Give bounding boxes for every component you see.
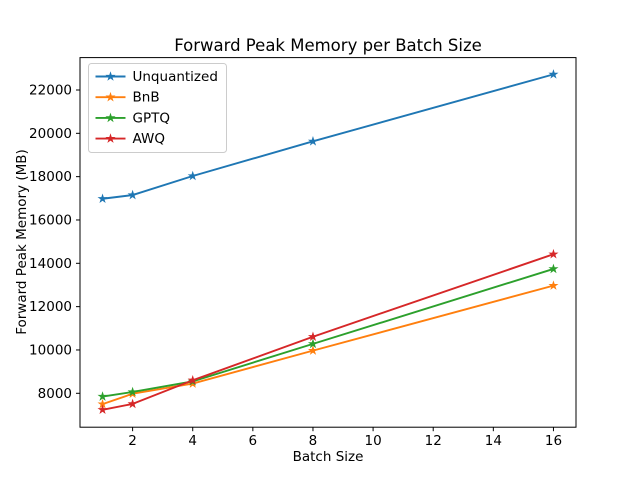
star-marker-awq-b8	[307, 331, 319, 342]
star-marker-awq-b16	[548, 248, 559, 259]
x-tick-label: 6	[249, 433, 258, 449]
legend-item-bnb: BnB	[95, 90, 160, 106]
series-line-bnb	[102, 284, 554, 406]
star-marker-awq-b2	[127, 398, 138, 409]
star-marker-unquantized-b4	[187, 170, 198, 181]
y-tick-label: 12000	[29, 299, 72, 315]
x-tick-label: 14	[485, 433, 502, 449]
legend-label: BnB	[133, 90, 160, 106]
star-marker-unquantized-b2	[127, 189, 138, 200]
x-tick-label: 2	[128, 433, 137, 449]
star-marker-bnb-b16	[548, 280, 559, 290]
y-tick-label: 8000	[38, 386, 72, 402]
star-marker-unquantized-b1	[97, 193, 108, 204]
y-tick-label: 18000	[29, 169, 72, 185]
legend-item-awq: AWQ	[95, 131, 165, 147]
star-marker-bnb-b1	[97, 398, 108, 409]
chart-title: Forward Peak Memory per Batch Size	[174, 36, 482, 55]
star-marker-bnb-b8	[307, 345, 319, 355]
x-tick-label: 4	[188, 433, 197, 449]
star-icon	[105, 91, 116, 102]
series-line-gptq	[102, 268, 554, 398]
y-tick-label: 14000	[29, 256, 72, 272]
star-icon	[105, 112, 116, 123]
legend-label: GPTQ	[133, 110, 170, 126]
x-tick-label: 16	[545, 433, 562, 449]
x-tick-label: 8	[309, 433, 318, 449]
star-marker-awq-b4	[187, 375, 198, 385]
star-marker-gptq-b2	[127, 386, 138, 397]
legend-frame	[88, 63, 227, 153]
y-tick-label: 10000	[29, 342, 72, 358]
legend-item-unquantized: Unquantized	[95, 69, 218, 85]
star-icon	[105, 71, 116, 81]
y-tick-label: 22000	[29, 82, 72, 98]
y-tick-label: 20000	[29, 126, 72, 142]
star-marker-gptq-b16	[548, 263, 559, 274]
star-marker-awq-b1	[97, 404, 108, 415]
x-axis-label: Batch Size	[292, 449, 364, 465]
y-tick-label: 16000	[29, 212, 72, 228]
legend-label: AWQ	[133, 131, 165, 147]
x-tick-label: 10	[364, 433, 381, 449]
star-marker-gptq-b8	[307, 338, 319, 349]
star-marker-unquantized-b16	[548, 69, 559, 79]
star-icon	[105, 133, 116, 143]
x-tick-label: 12	[425, 433, 442, 449]
axes-frame	[79, 57, 577, 428]
y-axis-label: Forward Peak Memory (MB)	[14, 149, 30, 335]
legend-item-gptq: GPTQ	[95, 110, 170, 126]
star-marker-gptq-b1	[97, 391, 108, 401]
legend-label: Unquantized	[133, 69, 218, 85]
star-marker-unquantized-b8	[307, 136, 319, 146]
legend: Unquantized BnB GPTQ AWQ	[88, 63, 227, 153]
